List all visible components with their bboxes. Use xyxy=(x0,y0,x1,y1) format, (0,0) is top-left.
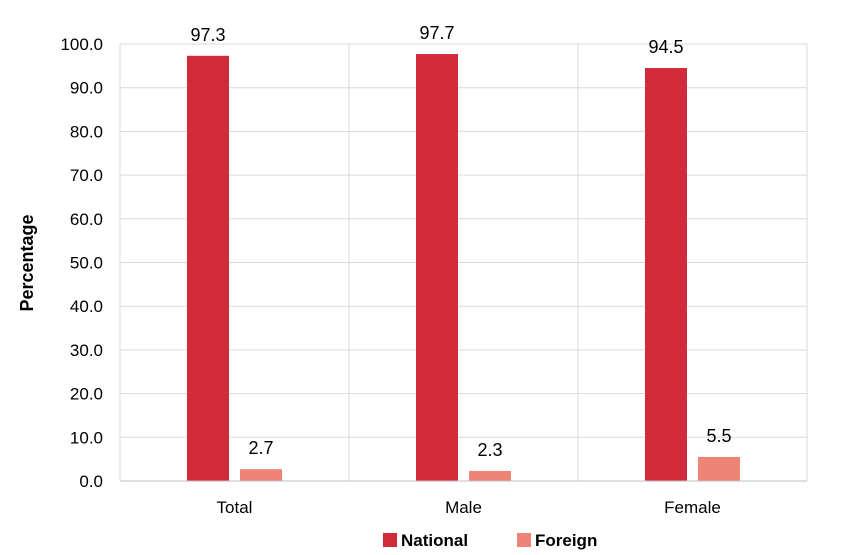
y-axis: 0.0 10.0 20.0 30.0 40.0 50.0 60.0 70.0 80.0 90.0 1… xyxy=(60,35,103,491)
bar-national-female xyxy=(645,68,687,481)
y-tick-label: 60.0 xyxy=(70,210,103,229)
y-tick-label: 40.0 xyxy=(70,297,103,316)
gridlines xyxy=(119,43,808,481)
data-label: 2.7 xyxy=(248,438,273,458)
y-tick-label: 80.0 xyxy=(70,122,103,141)
data-label: 97.7 xyxy=(419,23,454,43)
y-tick-label: 90.0 xyxy=(70,79,103,98)
x-axis: Total Male Female xyxy=(217,498,721,517)
legend-swatch-national xyxy=(383,533,397,547)
y-tick-label: 100.0 xyxy=(60,35,103,54)
data-label: 5.5 xyxy=(706,426,731,446)
bar-foreign-total xyxy=(240,469,282,481)
data-label: 97.3 xyxy=(190,25,225,45)
y-tick-label: 70.0 xyxy=(70,166,103,185)
x-tick-label: Male xyxy=(445,498,482,517)
data-label: 2.3 xyxy=(477,440,502,460)
bar-foreign-male xyxy=(469,470,511,481)
bars xyxy=(187,54,740,482)
bar-national-total xyxy=(187,55,229,481)
y-tick-label: 0.0 xyxy=(79,472,103,491)
data-labels: 97.3 2.7 97.7 2.3 94.5 5.5 xyxy=(190,23,731,460)
y-axis-title: Percentage xyxy=(17,214,37,311)
x-tick-label: Female xyxy=(664,498,721,517)
legend-label-foreign: Foreign xyxy=(535,531,597,550)
x-tick-label: Total xyxy=(217,498,253,517)
y-tick-label: 30.0 xyxy=(70,341,103,360)
y-tick-label: 10.0 xyxy=(70,428,103,447)
y-tick-label: 20.0 xyxy=(70,385,103,404)
legend-swatch-foreign xyxy=(517,533,531,547)
legend: National Foreign xyxy=(383,531,597,550)
bar-national-male xyxy=(416,54,458,482)
y-tick-label: 50.0 xyxy=(70,254,103,273)
legend-label-national: National xyxy=(401,531,468,550)
bar-foreign-female xyxy=(698,456,740,481)
data-label: 94.5 xyxy=(648,37,683,57)
